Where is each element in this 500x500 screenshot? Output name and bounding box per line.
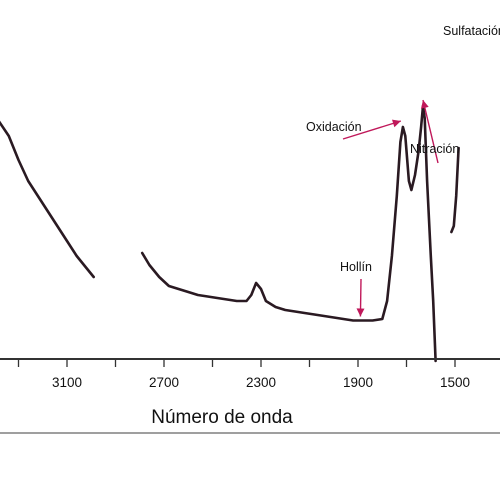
x-tick-label: 2300 xyxy=(246,375,276,390)
x-tick-label: 2700 xyxy=(149,375,179,390)
x-tick-label: 1500 xyxy=(440,375,470,390)
annotation-nitracion: Nitración xyxy=(410,142,459,156)
series-layer xyxy=(0,104,460,363)
spectrum-line-segment xyxy=(450,146,460,234)
x-tick-labels: 3100 2700 2300 1900 1500 xyxy=(52,375,470,390)
nitracion-arrow-line xyxy=(422,99,439,164)
annotation-arrows xyxy=(342,99,439,317)
x-tick-label: 1900 xyxy=(343,375,373,390)
x-tick-label: 3100 xyxy=(52,375,82,390)
spectrum-line-segment xyxy=(0,120,95,279)
hollin-arrow-head xyxy=(356,308,365,317)
oxidacion-arrow-line xyxy=(342,120,402,140)
x-tick-marks xyxy=(17,359,456,367)
nitracion-arrow-head xyxy=(421,100,429,109)
spectrum-line-segment xyxy=(140,104,437,363)
oxidacion-arrow-head xyxy=(392,119,401,128)
x-axis-label: Número de onda xyxy=(151,407,293,428)
annotation-hollin: Hollín xyxy=(340,260,372,274)
annotation-oxidacion: Oxidación xyxy=(306,120,362,134)
annotation-sulfatacion: Sulfatación xyxy=(443,24,500,38)
annotations: Sulfatación Oxidación Nitración Hollín xyxy=(306,24,500,274)
